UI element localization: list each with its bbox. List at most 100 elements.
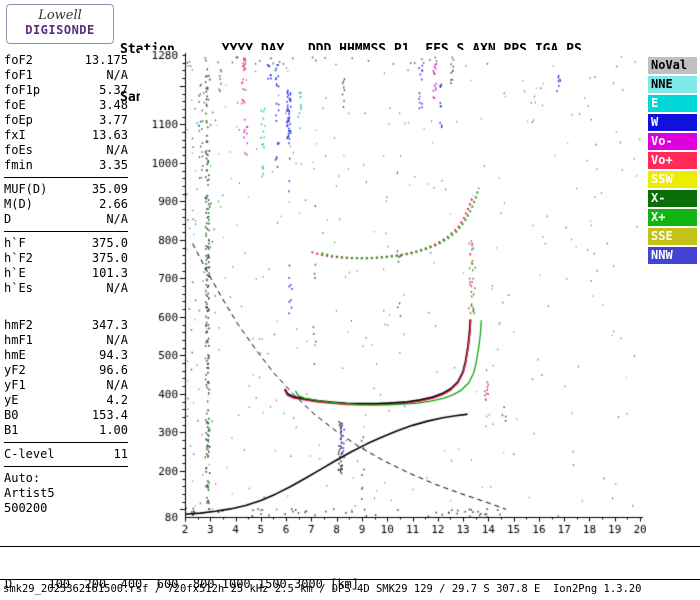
param-label: fmin: [4, 158, 33, 172]
param-500200: 500200: [4, 501, 128, 516]
param-label: h`F2: [4, 251, 33, 265]
legend-e: E: [648, 95, 697, 112]
param-value: N/A: [106, 378, 128, 392]
legend-noval: NoVal: [648, 57, 697, 74]
param-value: 5.37: [99, 83, 128, 97]
param-ye: yE 4.2: [4, 393, 128, 408]
param-label: hmF1: [4, 333, 33, 347]
param-value: 35.09: [91, 182, 128, 196]
param-label: B1: [4, 423, 19, 437]
param-value: 2.66: [99, 197, 128, 211]
param-h-f: h`F 375.0: [4, 236, 128, 251]
legend-vo: Vo+: [648, 152, 697, 169]
distance-row: D 100 200 400 600 800 1000 1500 3000 [km…: [5, 577, 360, 591]
param-value: 1.00: [99, 423, 128, 437]
panel-divider: [4, 231, 128, 232]
param-value: 347.3: [91, 318, 128, 332]
separator-line-top: [0, 546, 700, 547]
param-label: C-level: [4, 447, 55, 461]
param-value: 11: [113, 447, 128, 461]
param-foes: foEs N/A: [4, 143, 128, 158]
param-label: fxI: [4, 128, 26, 142]
param-c-level: C-level 11: [4, 447, 128, 462]
param-fxi: fxI 13.63: [4, 128, 128, 143]
param-label: 500200: [4, 501, 48, 515]
param-hmf1: hmF1 N/A: [4, 333, 128, 348]
param-value: 375.0: [91, 251, 128, 265]
param-label: foF1: [4, 68, 33, 82]
param-value: 101.3: [91, 266, 128, 280]
param-value: N/A: [106, 143, 128, 157]
param-b1: B1 1.00: [4, 423, 128, 438]
param-label: h`E: [4, 266, 26, 280]
panel-divider: [4, 466, 128, 467]
param-fof1: foF1 N/A: [4, 68, 128, 83]
param-value: N/A: [106, 281, 128, 295]
param-label: Auto:: [4, 471, 41, 485]
legend-w: W: [648, 114, 697, 131]
param-value: 3.48: [99, 98, 128, 112]
param-label: hmE: [4, 348, 26, 362]
param-yf2: yF2 96.6: [4, 363, 128, 378]
panel-spacer: [4, 296, 128, 318]
param-value: N/A: [106, 212, 128, 226]
param-foep: foEp 3.77: [4, 113, 128, 128]
param-label: h`Es: [4, 281, 33, 295]
param-label: yE: [4, 393, 19, 407]
param-fmin: fmin 3.35: [4, 158, 128, 173]
param-h-f2: h`F2 375.0: [4, 251, 128, 266]
param-label: Artist5: [4, 486, 55, 500]
param-foe: foE 3.48: [4, 98, 128, 113]
param-hme: hmE 94.3: [4, 348, 128, 363]
legend-vo: Vo-: [648, 133, 697, 150]
param-label: foF2: [4, 53, 33, 67]
logo-lowell-text: Lowell: [38, 8, 82, 23]
param-label: foE: [4, 98, 26, 112]
echo-color-legend: NoVal NNE E W Vo- Vo+ SSW X- X+ SSE NNW: [648, 57, 697, 266]
legend-nnw: NNW: [648, 247, 697, 264]
param-value: 4.2: [106, 393, 128, 407]
param-h-e: h`E 101.3: [4, 266, 128, 281]
param-artist5: Artist5: [4, 486, 128, 501]
dmuf-table: D 100 200 400 600 800 1000 1500 3000 [km…: [5, 549, 366, 600]
param-value: N/A: [106, 68, 128, 82]
footer-info: smk29_2025362161500.rsf / 720fx512h 25 k…: [3, 583, 642, 595]
param-label: D: [4, 212, 12, 226]
param-m-d: M(D) 2.66: [4, 197, 128, 212]
param-value: N/A: [106, 333, 128, 347]
lowell-digisonde-logo: Lowell DIGISONDE: [6, 4, 114, 44]
ionogram-plot: [140, 50, 646, 545]
param-auto: Auto:: [4, 471, 128, 486]
logo-digisonde-text: DIGISONDE: [25, 23, 95, 37]
separator-line-bottom: [0, 579, 700, 580]
param-fof2: foF2 13.175: [4, 53, 128, 68]
parameter-panel: foF2 13.175 foF1 N/A foF1p 5.37 foE 3.48 foEp 3.7…: [4, 53, 128, 516]
param-label: MUF(D): [4, 182, 48, 196]
param-label: B0: [4, 408, 19, 422]
param-label: foEs: [4, 143, 33, 157]
param-value: 94.3: [99, 348, 128, 362]
panel-divider: [4, 177, 128, 178]
legend-sse: SSE: [648, 228, 697, 245]
legend-x: X-: [648, 190, 697, 207]
legend-x: X+: [648, 209, 697, 226]
legend-ssw: SSW: [648, 171, 697, 188]
param-label: yF2: [4, 363, 26, 377]
param-fof1p: foF1p 5.37: [4, 83, 128, 98]
param-label: M(D): [4, 197, 33, 211]
panel-divider: [4, 442, 128, 443]
param-value: 13.175: [84, 53, 128, 67]
param-hmf2: hmF2 347.3: [4, 318, 128, 333]
param-label: h`F: [4, 236, 26, 250]
param-b0: B0 153.4: [4, 408, 128, 423]
param-d: D N/A: [4, 212, 128, 227]
param-value: 96.6: [99, 363, 128, 377]
param-yf1: yF1 N/A: [4, 378, 128, 393]
param-h-es: h`Es N/A: [4, 281, 128, 296]
param-label: foF1p: [4, 83, 41, 97]
param-value: 3.35: [99, 158, 128, 172]
param-label: hmF2: [4, 318, 33, 332]
param-muf-d: MUF(D) 35.09: [4, 182, 128, 197]
param-value: 375.0: [91, 236, 128, 250]
